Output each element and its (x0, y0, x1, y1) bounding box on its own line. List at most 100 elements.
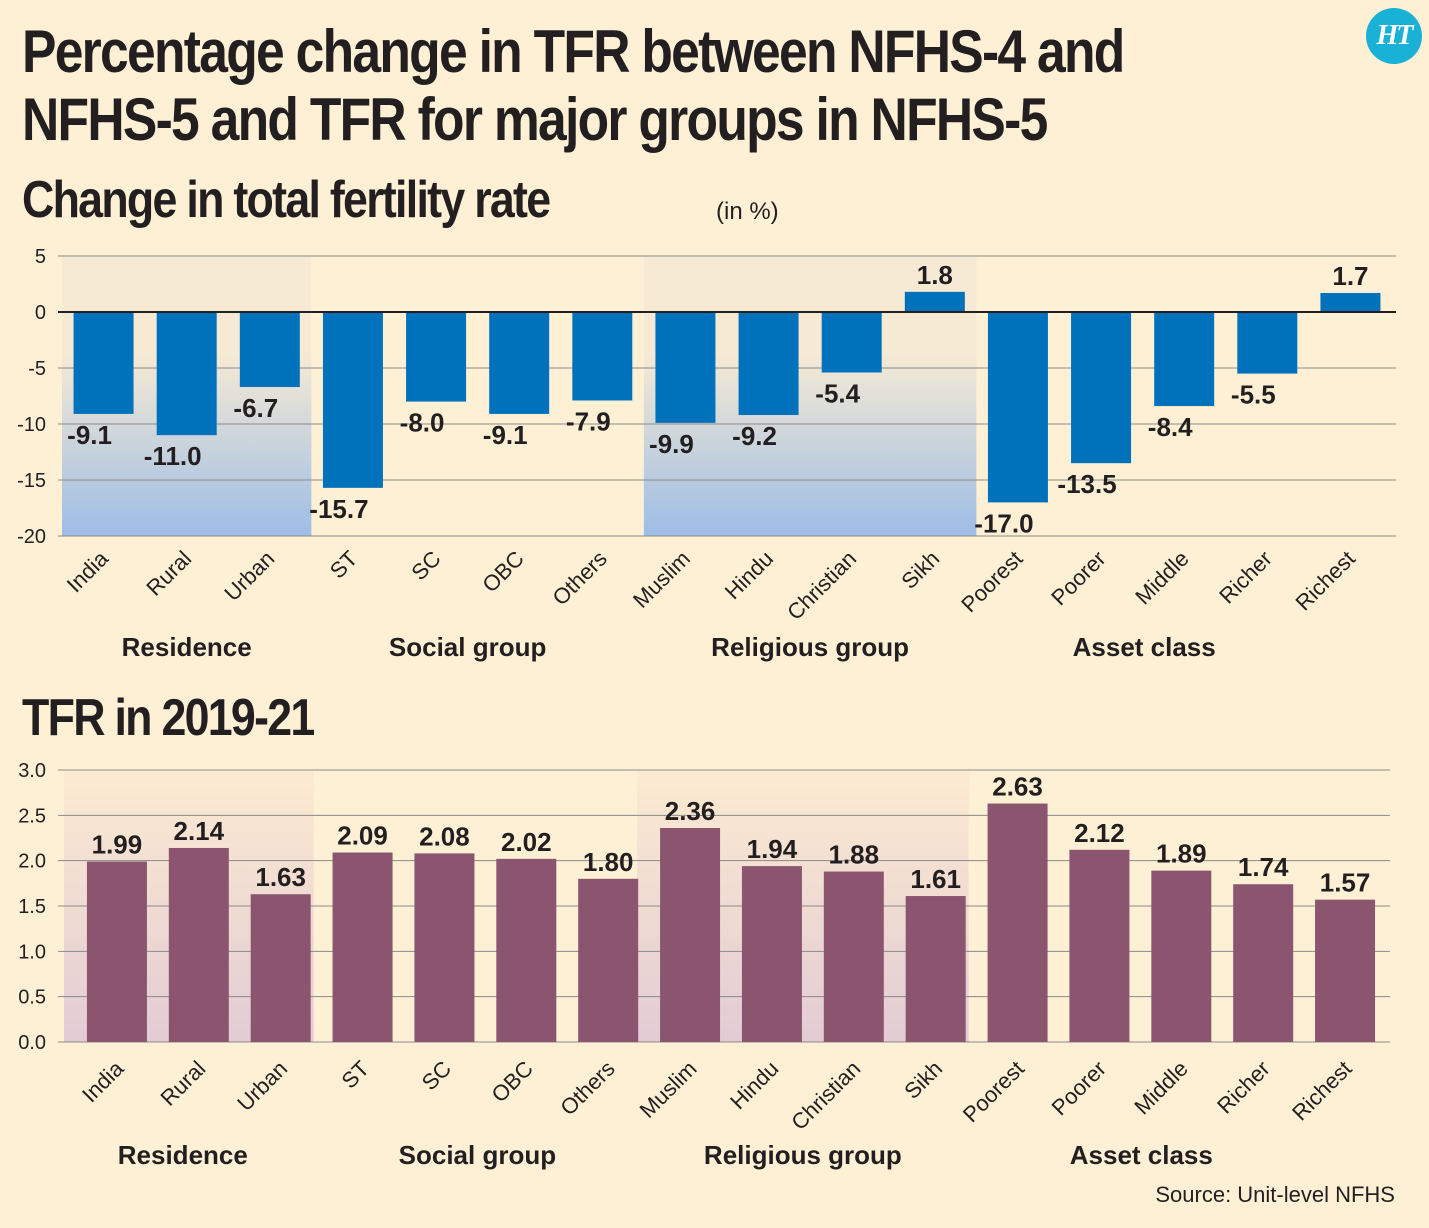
y-tick-label: 2.0 (18, 851, 46, 873)
category-label-sikh: Sikh (896, 546, 944, 594)
bar-rural (168, 847, 229, 1042)
value-label-obc: -9.1 (483, 420, 528, 450)
bar-india (73, 312, 134, 414)
category-label-obc: OBC (486, 1056, 537, 1107)
value-label-christian: 1.88 (829, 840, 880, 870)
category-label-poorer: Poorer (1046, 546, 1110, 610)
source-note: Source: Unit-level NFHS (1155, 1182, 1395, 1207)
category-label-india: India (62, 545, 114, 597)
category-label-richest: Richest (1287, 1056, 1357, 1126)
value-label-urban: 1.63 (255, 862, 306, 892)
bar-st (322, 312, 383, 488)
category-label-others: Others (555, 1056, 619, 1120)
bar-st (332, 852, 393, 1042)
bar-middle (1154, 312, 1215, 407)
bar-muslim (655, 312, 716, 423)
category-label-obc: OBC (477, 546, 528, 597)
bar-middle (1151, 870, 1212, 1042)
bar-hindu (741, 866, 802, 1042)
value-label-richest: 1.7 (1332, 261, 1368, 291)
category-label-rural: Rural (141, 546, 196, 601)
bar-urban (250, 894, 311, 1042)
category-label-sc: SC (417, 1056, 456, 1095)
bar-urban (239, 312, 300, 388)
y-tick-label: -5 (28, 358, 46, 380)
value-label-richest: 1.57 (1320, 868, 1371, 898)
bar-sikh (904, 291, 965, 312)
bar-others (578, 878, 639, 1042)
tfr-2019-21-chart: 3.0 2.5 2.0 1.5 1.0 0.5 0.0 1.99 India 2.14 Rural 1… (18, 760, 1390, 1170)
y-tick-label: 2.5 (18, 805, 46, 827)
value-label-st: -15.7 (309, 494, 368, 524)
value-label-sikh: 1.61 (910, 864, 961, 894)
value-label-christian: -5.4 (815, 378, 860, 408)
category-label-sc: SC (406, 546, 445, 585)
bar-richest (1315, 899, 1376, 1042)
value-label-muslim: -9.9 (649, 429, 694, 459)
category-label-others: Others (547, 546, 611, 610)
category-label-richer: Richer (1212, 1056, 1275, 1119)
value-label-middle: 1.89 (1156, 839, 1207, 869)
change-in-tfr-chart: 5 0 -5 -10 -15 -20 -9.1 India -11.0 Rural -6.7 Urba… (17, 246, 1396, 662)
category-label-richer: Richer (1214, 546, 1277, 609)
bar-others (572, 312, 633, 401)
value-label-richer: 1.74 (1238, 852, 1289, 882)
bar-poorer (1069, 849, 1130, 1042)
value-label-poorest: -17.0 (974, 508, 1033, 538)
y-tick-label: 0.0 (18, 1032, 46, 1054)
category-label-st: ST (325, 546, 363, 584)
tfr-chart-title: TFR in 2019-21 (22, 689, 315, 747)
value-label-richer: -5.5 (1231, 380, 1276, 410)
group-label-social-group: Social group (399, 1140, 556, 1170)
bar-poorest (987, 803, 1048, 1042)
value-label-others: 1.80 (583, 847, 634, 877)
bar-richer (1237, 312, 1298, 374)
category-label-urban: Urban (232, 1056, 292, 1116)
category-label-hindu: Hindu (720, 546, 778, 604)
bar-christian (823, 871, 884, 1042)
bar-india (86, 861, 147, 1042)
value-label-obc: 2.02 (501, 827, 552, 857)
category-label-christian: Christian (782, 546, 861, 625)
bar-sc (406, 312, 467, 402)
category-label-christian: Christian (786, 1056, 865, 1135)
y-tick-label: -15 (17, 470, 46, 492)
category-label-india: India (77, 1055, 129, 1107)
value-label-rural: 2.14 (174, 816, 225, 846)
y-tick-label: 3.0 (18, 760, 46, 782)
y-tick-label: 0.5 (18, 987, 46, 1009)
bar-poorest (987, 312, 1048, 503)
y-tick-label: -10 (17, 414, 46, 436)
category-label-middle: Middle (1130, 546, 1194, 610)
group-label-religious-group: Religious group (711, 632, 909, 662)
value-label-india: 1.99 (92, 830, 143, 860)
bar-hindu (738, 312, 799, 416)
category-label-urban: Urban (219, 546, 279, 606)
group-label-asset-class: Asset class (1070, 1140, 1213, 1170)
bar-richest (1320, 292, 1381, 312)
value-label-hindu: 1.94 (747, 834, 798, 864)
category-label-rural: Rural (155, 1056, 210, 1111)
change-chart-title: Change in total fertility rate (22, 171, 551, 229)
y-tick-label: 1.0 (18, 941, 46, 963)
category-label-hindu: Hindu (725, 1056, 783, 1114)
value-label-urban: -6.7 (233, 393, 278, 423)
value-label-others: -7.9 (566, 406, 611, 436)
value-label-hindu: -9.2 (732, 421, 777, 451)
y-tick-label: 5 (35, 246, 46, 268)
bar-poorer (1071, 312, 1132, 464)
group-label-residence: Residence (118, 1140, 248, 1170)
bar-obc (496, 858, 557, 1042)
group-label-asset-class: Asset class (1073, 632, 1216, 662)
chart-title: Percentage change in TFR between NFHS-4 … (22, 18, 1125, 154)
bar-christian (821, 312, 882, 373)
value-label-india: -9.1 (67, 420, 112, 450)
value-label-sikh: 1.8 (917, 260, 953, 290)
ht-logo: HT (1366, 8, 1422, 64)
value-label-st: 2.09 (337, 821, 388, 851)
category-label-sikh: Sikh (899, 1056, 947, 1104)
value-label-sc: -8.0 (400, 408, 445, 438)
bar-obc (489, 312, 550, 414)
value-label-poorest: 2.63 (992, 772, 1043, 802)
change-chart-unit: (in %) (716, 198, 779, 225)
